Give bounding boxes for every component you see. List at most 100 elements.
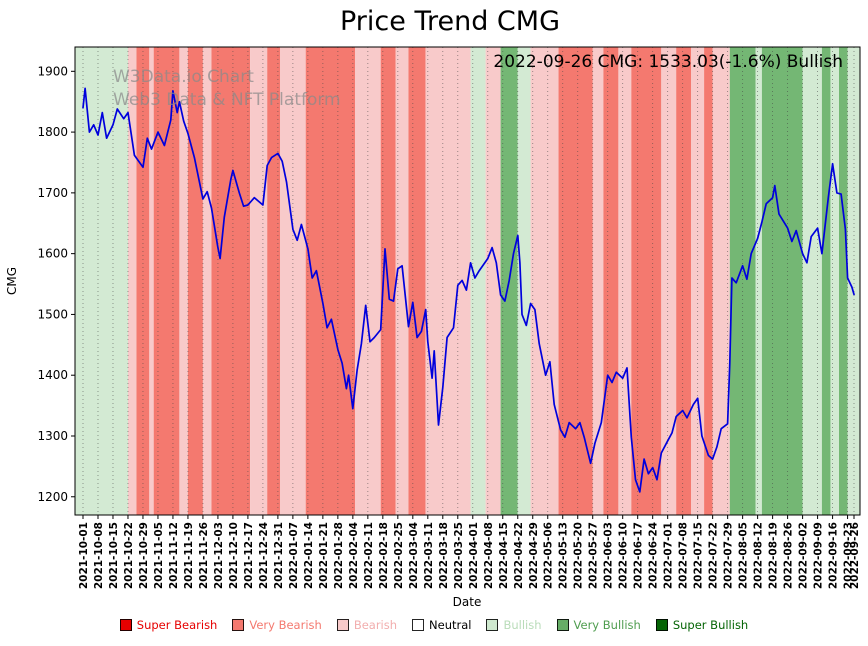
- sentiment-band-very_bearish: [631, 47, 662, 515]
- legend-label: Super Bearish: [136, 618, 218, 632]
- sentiment-band-very_bearish: [187, 47, 203, 515]
- sentiment-band-bearish: [250, 47, 268, 515]
- sentiment-band-bullish: [470, 47, 486, 515]
- sentiment-band-bearish: [618, 47, 632, 515]
- sentiment-band-bearish: [530, 47, 559, 515]
- chart-title: Price Trend CMG: [340, 6, 560, 37]
- legend-swatch: [232, 619, 245, 631]
- sentiment-band-bearish: [485, 47, 501, 515]
- x-tick-label: 2021-12-31: [273, 522, 285, 589]
- y-tick-label: 1800: [37, 125, 68, 139]
- x-tick-label: 2022-07-01: [663, 522, 675, 589]
- x-tick-label: 2022-05-06: [543, 522, 555, 589]
- legend-item-super-bearish: Super Bearish: [119, 618, 218, 632]
- sentiment-band-very_bearish: [136, 47, 150, 515]
- sentiment-band-bearish: [280, 47, 306, 515]
- legend-item-very-bearish: Very Bearish: [232, 618, 322, 632]
- x-tick-label: 2022-08-19: [768, 522, 780, 589]
- x-tick-label: 2021-11-19: [183, 522, 195, 589]
- x-tick-label: 2022-03-11: [423, 522, 435, 589]
- sentiment-band-very_bearish: [211, 47, 251, 515]
- watermark-line2: Web3 Data & NFT Platform: [113, 90, 341, 110]
- sentiment-band-very_bearish: [153, 47, 180, 515]
- x-tick-label: 2022-04-08: [483, 522, 495, 589]
- x-tick-label: 2022-01-14: [303, 522, 315, 589]
- x-tick-label: 2022-05-27: [588, 522, 600, 589]
- watermark: W3Data.io Chart Web3 Data & NFT Platform: [113, 66, 341, 112]
- x-tick-label: 2021-10-01: [78, 522, 90, 589]
- legend-swatch: [486, 619, 499, 631]
- x-tick-label: 2022-05-13: [558, 522, 570, 589]
- legend-item-neutral: Neutral: [412, 618, 471, 632]
- plot-border: [74, 46, 861, 516]
- sentiment-band-very_bullish: [761, 47, 803, 515]
- x-tick-label: 2022-03-18: [438, 522, 450, 589]
- legend-swatch: [336, 619, 349, 631]
- legend-item-bearish: Bearish: [336, 618, 398, 632]
- x-tick-label: 2021-12-10: [228, 522, 240, 589]
- sentiment-band-bearish: [149, 47, 154, 515]
- y-tick-label: 1900: [37, 64, 68, 78]
- sentiment-band-bullish: [755, 47, 762, 515]
- sentiment-band-bearish: [425, 47, 471, 515]
- x-tick-label: 2022-04-01: [468, 522, 480, 589]
- x-tick-label: 2022-02-11: [363, 522, 375, 589]
- legend-item-super-bullish: Super Bullish: [655, 618, 749, 632]
- legend-swatch: [119, 619, 132, 631]
- x-tick-label: 2021-10-29: [138, 522, 150, 589]
- x-tick-label: 2022-01-28: [333, 522, 345, 589]
- y-tick-label: 1700: [37, 186, 68, 200]
- legend-swatch: [655, 619, 668, 631]
- x-tick-label: 2022-05-20: [573, 522, 585, 589]
- x-tick-label: 2022-09-23: [843, 522, 855, 589]
- sentiment-band-bearish: [691, 47, 705, 515]
- x-tick-label: 2022-07-15: [693, 522, 705, 589]
- legend-label: Super Bullish: [672, 618, 749, 632]
- sentiment-band-very_bullish: [839, 47, 848, 515]
- legend-label: Bearish: [353, 618, 398, 632]
- x-tick-label: 2021-12-03: [213, 522, 225, 589]
- x-tick-label: 2021-10-22: [123, 522, 135, 589]
- sentiment-band-bearish: [712, 47, 730, 515]
- sentiment-band-very_bearish: [676, 47, 692, 515]
- sentiment-band-very_bearish: [603, 47, 619, 515]
- x-tick-label: 2022-06-10: [618, 522, 630, 589]
- sentiment-band-very_bearish: [267, 47, 280, 515]
- sentiment-band-bullish: [830, 47, 839, 515]
- x-tick-label: 2022-08-05: [738, 522, 750, 589]
- y-tick-label: 1400: [37, 368, 68, 382]
- x-tick-label: 2022-04-15: [498, 522, 510, 589]
- legend-label: Very Bearish: [249, 618, 322, 632]
- y-tick-label: 1600: [37, 247, 68, 261]
- x-tick-label: 2022-09-02: [798, 522, 810, 589]
- x-tick-label: 2022-07-08: [678, 522, 690, 589]
- sentiment-band-bearish: [592, 47, 604, 515]
- x-tick-label: 2022-06-24: [648, 522, 660, 589]
- legend-swatch: [556, 619, 569, 631]
- sentiment-band-very_bearish: [408, 47, 426, 515]
- sentiment-band-bearish: [202, 47, 212, 515]
- x-tick-label: 2021-11-05: [153, 522, 165, 589]
- sentiment-band-bearish: [661, 47, 677, 515]
- x-tick-label: 2022-02-25: [393, 522, 405, 589]
- watermark-line1: W3Data.io Chart: [113, 67, 254, 87]
- x-tick-label: 2022-08-26: [783, 522, 795, 589]
- x-tick-label: 2021-11-26: [198, 522, 210, 589]
- legend-item-bullish: Bullish: [486, 618, 542, 632]
- y-tick-label: 1200: [37, 490, 68, 504]
- x-tick-label: 2022-04-22: [513, 522, 525, 589]
- x-tick-label: 2022-01-21: [318, 522, 330, 589]
- sentiment-band-very_bearish: [704, 47, 713, 515]
- x-tick-label: 2022-02-04: [348, 522, 360, 589]
- price-annotation: 2022-09-26 CMG: 1533.03(-1.6%) Bullish: [493, 52, 843, 72]
- sentiment-band-very_bullish: [821, 47, 831, 515]
- x-tick-label: 2022-07-22: [708, 522, 720, 589]
- sentiment-band-bullish: [517, 47, 531, 515]
- sentiment-band-bullish: [847, 47, 860, 515]
- sentiment-band-bearish: [179, 47, 188, 515]
- legend-item-very-bullish: Very Bullish: [556, 618, 641, 632]
- y-tick-label: 1300: [37, 429, 68, 443]
- x-tick-label: 2022-09-16: [828, 522, 840, 589]
